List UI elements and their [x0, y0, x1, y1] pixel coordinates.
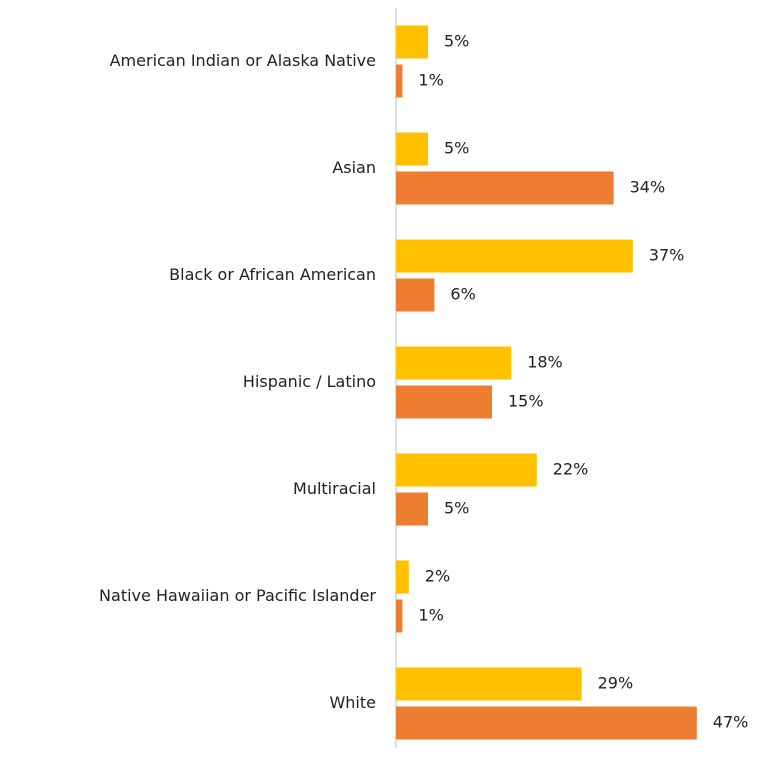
value-label: 37%	[649, 246, 685, 265]
category-label: Black or African American	[169, 265, 376, 284]
bar	[396, 171, 614, 205]
bar	[396, 492, 428, 526]
bar	[396, 453, 537, 487]
category-label: Multiracial	[293, 479, 376, 498]
category-label: Native Hawaiian or Pacific Islander	[99, 586, 376, 605]
category-label: White	[329, 693, 376, 712]
value-label: 22%	[553, 460, 589, 479]
bar	[396, 346, 512, 380]
bar	[396, 278, 435, 312]
bar	[396, 239, 633, 273]
value-label: 34%	[630, 178, 666, 197]
bar	[396, 25, 428, 59]
bar	[396, 667, 582, 701]
category-label: American Indian or Alaska Native	[110, 51, 376, 70]
value-label: 1%	[418, 606, 443, 625]
bar	[396, 706, 697, 740]
value-label: 18%	[527, 353, 563, 372]
bar	[396, 64, 403, 98]
value-label: 5%	[444, 499, 469, 518]
category-label: Asian	[332, 158, 376, 177]
category-label: Hispanic / Latino	[243, 372, 376, 391]
bar	[396, 132, 428, 166]
value-label: 29%	[598, 674, 634, 693]
value-label: 15%	[508, 392, 544, 411]
value-label: 1%	[418, 71, 443, 90]
value-label: 5%	[444, 139, 469, 158]
value-label: 47%	[713, 713, 749, 732]
bar	[396, 560, 409, 594]
bar	[396, 385, 492, 419]
value-label: 6%	[450, 285, 475, 304]
bar	[396, 599, 403, 633]
value-label: 5%	[444, 32, 469, 51]
value-label: 2%	[425, 567, 450, 586]
